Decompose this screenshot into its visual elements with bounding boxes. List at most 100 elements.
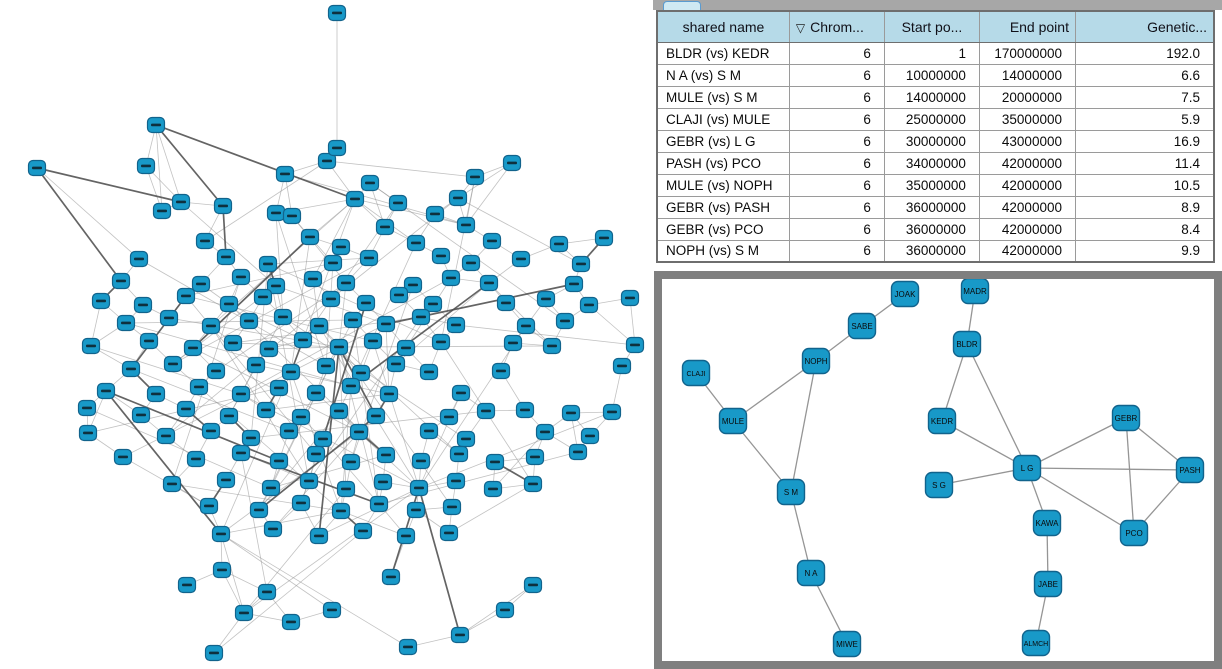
cell-shared-name[interactable]: CLAJI (vs) MULE xyxy=(656,107,790,131)
table-row[interactable]: GEBR (vs) L G 6 30000000 43000000 16.9 xyxy=(656,129,1215,153)
network-node-bldr[interactable]: BLDR xyxy=(952,330,982,358)
network-node[interactable] xyxy=(313,430,333,448)
network-node[interactable] xyxy=(451,384,471,402)
network-node[interactable] xyxy=(321,290,341,308)
network-node-n-a[interactable]: N A xyxy=(796,559,826,587)
network-node[interactable] xyxy=(113,448,133,466)
cell-genetic[interactable]: 192.0 xyxy=(1074,41,1215,65)
network-node[interactable] xyxy=(219,407,239,425)
network-node[interactable] xyxy=(363,332,383,350)
network-node[interactable] xyxy=(431,333,451,351)
cell-start-position[interactable]: 30000000 xyxy=(883,129,980,153)
network-node[interactable] xyxy=(343,311,363,329)
network-node-pash[interactable]: PASH xyxy=(1175,456,1205,484)
network-node[interactable] xyxy=(341,377,361,395)
column-header-genetic[interactable]: Genetic... xyxy=(1074,10,1215,43)
table-row[interactable]: NOPH (vs) S M 6 36000000 42000000 9.9 xyxy=(656,239,1215,263)
network-node[interactable] xyxy=(216,471,236,489)
network-node[interactable] xyxy=(483,480,503,498)
network-node[interactable] xyxy=(379,385,399,403)
table-row[interactable]: GEBR (vs) PCO 6 36000000 42000000 8.4 xyxy=(656,217,1215,241)
network-node[interactable] xyxy=(571,255,591,273)
network-node[interactable] xyxy=(448,189,468,207)
network-node[interactable] xyxy=(156,427,176,445)
network-node[interactable] xyxy=(511,250,531,268)
network-node[interactable] xyxy=(96,382,116,400)
network-node[interactable] xyxy=(439,408,459,426)
network-node[interactable] xyxy=(261,479,281,497)
cell-start-position[interactable]: 34000000 xyxy=(883,151,980,175)
column-header-end-point[interactable]: End point xyxy=(978,10,1076,43)
cell-chromosome[interactable]: 6 xyxy=(788,107,885,131)
network-node[interactable] xyxy=(446,472,466,490)
network-node[interactable] xyxy=(111,272,131,290)
cell-shared-name[interactable]: BLDR (vs) KEDR xyxy=(656,41,790,65)
network-node[interactable] xyxy=(129,250,149,268)
network-node[interactable] xyxy=(360,174,380,192)
network-node[interactable] xyxy=(259,340,279,358)
network-node[interactable] xyxy=(279,422,299,440)
network-node[interactable] xyxy=(306,445,326,463)
network-node-kedr[interactable]: KEDR xyxy=(927,407,957,435)
network-node[interactable] xyxy=(317,152,337,170)
network-node[interactable] xyxy=(536,290,556,308)
network-node[interactable] xyxy=(406,234,426,252)
network-node[interactable] xyxy=(331,502,351,520)
network-node[interactable] xyxy=(281,613,301,631)
table-row[interactable]: N A (vs) S M 6 10000000 14000000 6.6 xyxy=(656,63,1215,87)
filter-icon[interactable]: ▽ xyxy=(795,20,806,35)
cell-genetic[interactable]: 9.9 xyxy=(1074,239,1215,263)
network-node[interactable] xyxy=(176,287,196,305)
network-node[interactable] xyxy=(269,379,289,397)
cell-genetic[interactable]: 7.5 xyxy=(1074,85,1215,109)
network-node[interactable] xyxy=(186,450,206,468)
network-node-miwe[interactable]: MIWE xyxy=(832,630,862,658)
table-row[interactable]: GEBR (vs) PASH 6 36000000 42000000 8.9 xyxy=(656,195,1215,219)
network-node[interactable] xyxy=(523,475,543,493)
network-node[interactable] xyxy=(523,576,543,594)
network-node[interactable] xyxy=(121,360,141,378)
network-node[interactable] xyxy=(406,501,426,519)
large-network-canvas[interactable] xyxy=(0,0,652,669)
network-node[interactable] xyxy=(309,527,329,545)
network-node[interactable] xyxy=(376,315,396,333)
network-node[interactable] xyxy=(450,626,470,644)
cell-shared-name[interactable]: N A (vs) S M xyxy=(656,63,790,87)
network-node[interactable] xyxy=(206,362,226,380)
cell-chromosome[interactable]: 6 xyxy=(788,129,885,153)
cell-genetic[interactable]: 16.9 xyxy=(1074,129,1215,153)
cell-chromosome[interactable]: 6 xyxy=(788,195,885,219)
network-node[interactable] xyxy=(349,423,369,441)
cell-chromosome[interactable]: 6 xyxy=(788,239,885,263)
network-node[interactable] xyxy=(465,168,485,186)
cell-shared-name[interactable]: GEBR (vs) PASH xyxy=(656,195,790,219)
network-node[interactable] xyxy=(263,520,283,538)
network-node[interactable] xyxy=(241,429,261,447)
network-edge-NOPH-SM[interactable] xyxy=(790,360,817,493)
network-node[interactable] xyxy=(291,408,311,426)
column-header-start-position[interactable]: Start po... xyxy=(883,10,980,43)
network-node[interactable] xyxy=(373,473,393,491)
column-header-chromosome[interactable]: ▽ Chrom... xyxy=(788,10,885,43)
network-node[interactable] xyxy=(327,4,347,22)
network-node[interactable] xyxy=(331,238,351,256)
network-node[interactable] xyxy=(303,270,323,288)
network-node[interactable] xyxy=(525,448,545,466)
network-node-sabe[interactable]: SABE xyxy=(847,312,877,340)
cell-genetic[interactable]: 6.6 xyxy=(1074,63,1215,87)
network-node[interactable] xyxy=(542,337,562,355)
network-node-pco[interactable]: PCO xyxy=(1119,519,1149,547)
cell-end-point[interactable]: 14000000 xyxy=(978,63,1076,87)
network-node[interactable] xyxy=(398,638,418,656)
network-node[interactable] xyxy=(336,274,356,292)
network-node[interactable] xyxy=(446,316,466,334)
network-node[interactable] xyxy=(275,165,295,183)
network-node[interactable] xyxy=(27,159,47,177)
network-node[interactable] xyxy=(195,232,215,250)
network-node[interactable] xyxy=(564,275,584,293)
network-node[interactable] xyxy=(396,339,416,357)
network-node[interactable] xyxy=(249,501,269,519)
cell-end-point[interactable]: 42000000 xyxy=(978,173,1076,197)
table-row[interactable]: MULE (vs) NOPH 6 35000000 42000000 10.5 xyxy=(656,173,1215,197)
network-node[interactable] xyxy=(253,288,273,306)
